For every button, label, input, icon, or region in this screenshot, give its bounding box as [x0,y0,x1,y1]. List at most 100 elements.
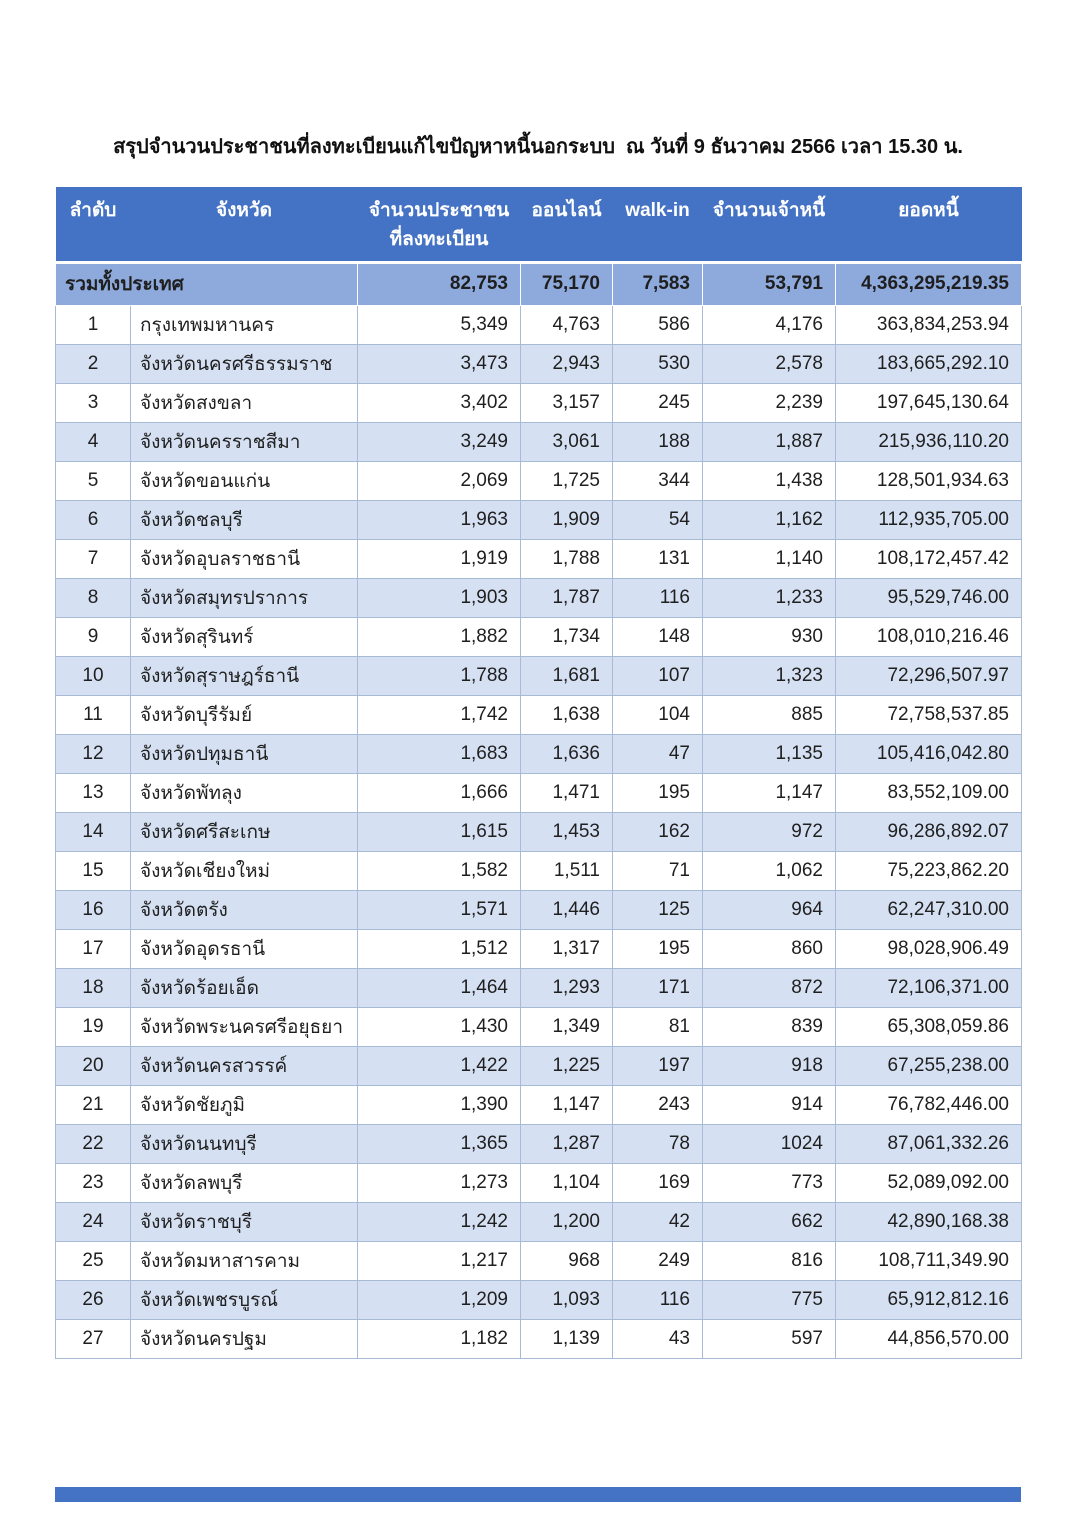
cell-province: จังหวัดขอนแก่น [130,460,358,501]
table-row: 6 จังหวัดชลบุรี 1,963 1,909 54 1,162 112,935,7… [55,499,1022,540]
cell-walkin: 54 [612,499,703,540]
cell-province: กรุงเทพมหานคร [130,304,358,345]
cell-no: 18 [55,967,131,1008]
cell-province: จังหวัดศรีสะเกษ [130,811,358,852]
table-row: 1 กรุงเทพมหานคร 5,349 4,763 586 4,176 363,834,… [55,304,1022,345]
cell-creditors: 885 [702,694,836,735]
cell-registered: 1,390 [357,1084,521,1125]
cell-registered: 5,349 [357,304,521,345]
cell-walkin: 43 [612,1318,703,1359]
cell-province: จังหวัดสงขลา [130,382,358,423]
cell-walkin: 188 [612,421,703,462]
header-no: ลำดับ [55,187,131,264]
cell-registered: 1,788 [357,655,521,696]
cell-province: จังหวัดลพบุรี [130,1162,358,1203]
table-row: 20 จังหวัดนครสวรรค์ 1,422 1,225 197 918 67,255… [55,1045,1022,1086]
cell-debt: 128,501,934.63 [835,460,1022,501]
cell-walkin: 243 [612,1084,703,1125]
cell-creditors: 964 [702,889,836,930]
cell-province: จังหวัดสุราษฎร์ธานี [130,655,358,696]
cell-debt: 112,935,705.00 [835,499,1022,540]
cell-province: จังหวัดตรัง [130,889,358,930]
cell-online: 1,725 [520,460,613,501]
cell-no: 1 [55,304,131,345]
cell-debt: 108,172,457.42 [835,538,1022,579]
cell-online: 968 [520,1240,613,1281]
cell-debt: 98,028,906.49 [835,928,1022,969]
cell-walkin: 344 [612,460,703,501]
cell-no: 9 [55,616,131,657]
cell-walkin: 197 [612,1045,703,1086]
table-row: 24 จังหวัดราชบุรี 1,242 1,200 42 662 42,890,16… [55,1201,1022,1242]
table-row: 9 จังหวัดสุรินทร์ 1,882 1,734 148 930 108,010,… [55,616,1022,657]
cell-creditors: 4,176 [702,304,836,345]
cell-registered: 1,209 [357,1279,521,1320]
total-online: 75,170 [520,262,613,306]
cell-registered: 1,903 [357,577,521,618]
cell-no: 8 [55,577,131,618]
table-row: 12 จังหวัดปทุมธานี 1,683 1,636 47 1,135 105,41… [55,733,1022,774]
cell-no: 14 [55,811,131,852]
cell-debt: 197,645,130.64 [835,382,1022,423]
cell-registered: 1,182 [357,1318,521,1359]
cell-registered: 3,473 [357,343,521,384]
cell-no: 22 [55,1123,131,1164]
cell-walkin: 249 [612,1240,703,1281]
cell-province: จังหวัดนครสวรรค์ [130,1045,358,1086]
cell-creditors: 918 [702,1045,836,1086]
cell-online: 1,293 [520,967,613,1008]
cell-walkin: 47 [612,733,703,774]
cell-debt: 363,834,253.94 [835,304,1022,345]
header-row: ลำดับ จังหวัด จำนวนประชาชน ที่ลงทะเบียน … [55,187,1022,264]
cell-debt: 67,255,238.00 [835,1045,1022,1086]
cell-province: จังหวัดนครปฐม [130,1318,358,1359]
cell-walkin: 104 [612,694,703,735]
cell-province: จังหวัดอุดรธานี [130,928,358,969]
cell-debt: 44,856,570.00 [835,1318,1022,1359]
cell-creditors: 930 [702,616,836,657]
table-row: 17 จังหวัดอุดรธานี 1,512 1,317 195 860 98,028,… [55,928,1022,969]
cell-creditors: 1024 [702,1123,836,1164]
cell-registered: 1,683 [357,733,521,774]
cell-walkin: 107 [612,655,703,696]
cell-online: 1,104 [520,1162,613,1203]
cell-debt: 52,089,092.00 [835,1162,1022,1203]
total-creditors: 53,791 [702,262,836,306]
cell-province: จังหวัดเพชรบูรณ์ [130,1279,358,1320]
header-creditors: จำนวนเจ้าหนี้ [702,187,836,264]
cell-no: 11 [55,694,131,735]
total-debt: 4,363,295,219.35 [835,262,1022,306]
cell-registered: 1,882 [357,616,521,657]
cell-province: จังหวัดบุรีรัมย์ [130,694,358,735]
cell-creditors: 1,140 [702,538,836,579]
cell-registered: 2,069 [357,460,521,501]
cell-creditors: 972 [702,811,836,852]
cell-registered: 1,571 [357,889,521,930]
cell-province: จังหวัดเชียงใหม่ [130,850,358,891]
cell-registered: 1,963 [357,499,521,540]
cell-walkin: 169 [612,1162,703,1203]
cell-walkin: 78 [612,1123,703,1164]
cell-no: 17 [55,928,131,969]
table-row: 27 จังหวัดนครปฐม 1,182 1,139 43 597 44,856,570… [55,1318,1022,1359]
cell-walkin: 245 [612,382,703,423]
cell-debt: 72,758,537.85 [835,694,1022,735]
cell-debt: 95,529,746.00 [835,577,1022,618]
cell-province: จังหวัดสุรินทร์ [130,616,358,657]
cell-online: 1,909 [520,499,613,540]
cell-creditors: 597 [702,1318,836,1359]
cell-province: จังหวัดร้อยเอ็ด [130,967,358,1008]
cell-online: 1,147 [520,1084,613,1125]
cell-debt: 183,665,292.10 [835,343,1022,384]
table-row: 15 จังหวัดเชียงใหม่ 1,582 1,511 71 1,062 75,22… [55,850,1022,891]
cell-registered: 1,742 [357,694,521,735]
cell-creditors: 2,578 [702,343,836,384]
table-row: 14 จังหวัดศรีสะเกษ 1,615 1,453 162 972 96,286,… [55,811,1022,852]
cell-debt: 72,296,507.97 [835,655,1022,696]
cell-registered: 1,430 [357,1006,521,1047]
table-row: 25 จังหวัดมหาสารคาม 1,217 968 249 816 108,711,… [55,1240,1022,1281]
cell-debt: 83,552,109.00 [835,772,1022,813]
cell-no: 6 [55,499,131,540]
cell-online: 1,287 [520,1123,613,1164]
cell-creditors: 775 [702,1279,836,1320]
